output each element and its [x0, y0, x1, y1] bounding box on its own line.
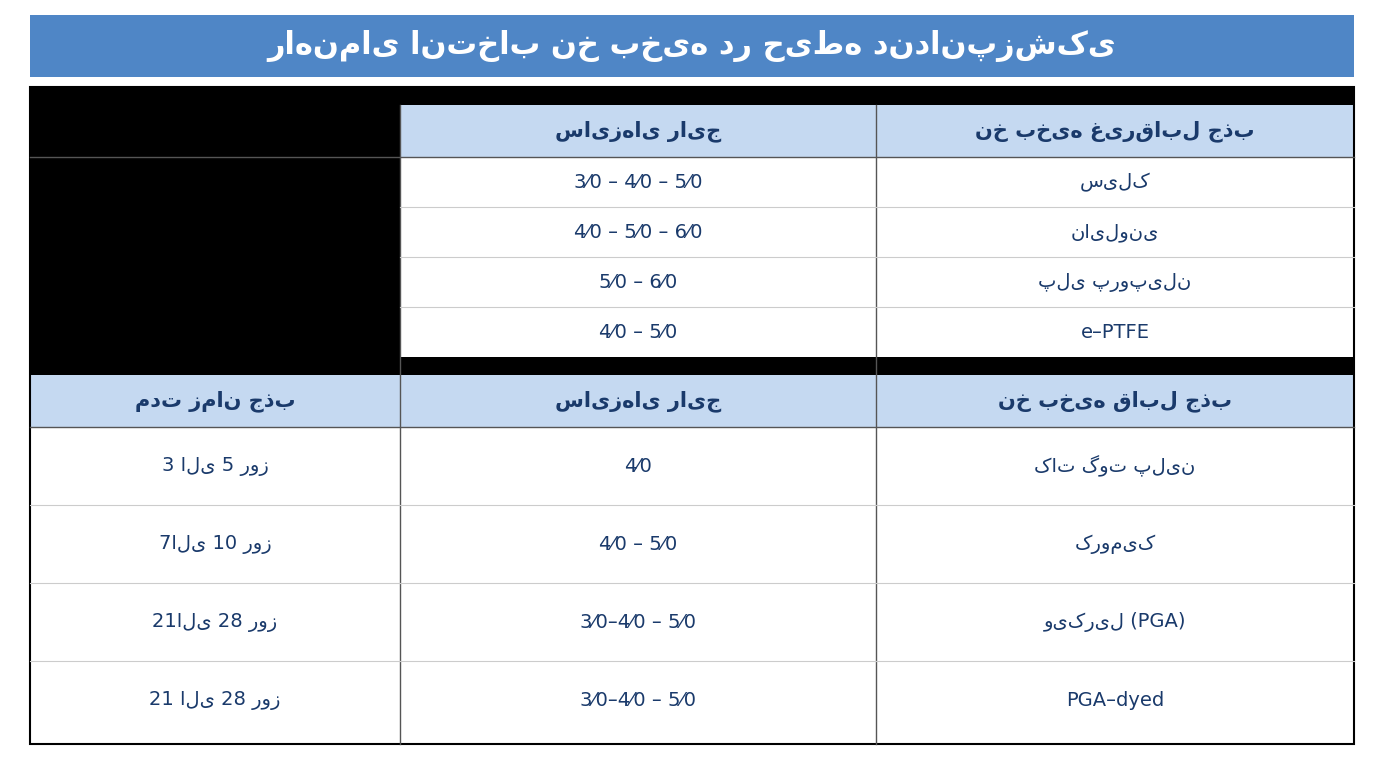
Text: پلی پروپیلن: پلی پروپیلن [1038, 272, 1192, 291]
Text: 21 الی 28 روز: 21 الی 28 روز [149, 691, 281, 710]
Text: 4⁄0 – 5⁄0: 4⁄0 – 5⁄0 [599, 534, 677, 553]
Text: کات گوت پلین: کات گوت پلین [1034, 455, 1196, 477]
Bar [30, 87, 1354, 105]
Text: نخ بخیه غیرقابل جذب: نخ بخیه غیرقابل جذب [976, 120, 1255, 142]
Bar [30, 427, 1354, 739]
Text: PGA–dyed: PGA–dyed [1066, 691, 1164, 710]
Bar [30, 157, 400, 357]
Bar [876, 375, 1354, 427]
Text: 4⁄0 – 5⁄0 – 6⁄0: 4⁄0 – 5⁄0 – 6⁄0 [574, 222, 702, 241]
Bar [400, 157, 1354, 357]
Bar [400, 105, 876, 157]
Text: نخ بخیه قابل جذب: نخ بخیه قابل جذب [998, 390, 1232, 412]
Text: 3⁄0–4⁄0 – 5⁄0: 3⁄0–4⁄0 – 5⁄0 [580, 691, 696, 710]
Bar [400, 375, 876, 427]
Text: 3⁄0–4⁄0 – 5⁄0: 3⁄0–4⁄0 – 5⁄0 [580, 613, 696, 631]
Text: سایزهای رایج: سایزهای رایج [555, 390, 721, 412]
Text: 21الی 28 روز: 21الی 28 روز [152, 613, 278, 631]
Bar [30, 15, 1354, 77]
Bar [30, 357, 1354, 375]
Text: 4⁄0 – 5⁄0: 4⁄0 – 5⁄0 [599, 323, 677, 342]
Text: نایلونی: نایلونی [1071, 222, 1160, 241]
Text: مدت زمان جذب: مدت زمان جذب [134, 390, 295, 412]
Text: راهنمای انتخاب نخ بخیه در حیطه دندانپزشکی: راهنمای انتخاب نخ بخیه در حیطه دندانپزشک… [267, 30, 1117, 62]
Bar [30, 87, 1354, 744]
Bar [876, 105, 1354, 157]
Text: سایزهای رایج: سایزهای رایج [555, 120, 721, 142]
Bar [30, 375, 400, 427]
Text: e–PTFE: e–PTFE [1081, 323, 1150, 342]
Bar [30, 105, 400, 157]
Text: سیلک: سیلک [1080, 172, 1150, 191]
Text: 3⁄0 – 4⁄0 – 5⁄0: 3⁄0 – 4⁄0 – 5⁄0 [574, 172, 702, 191]
Text: ویکریل (PGA): ویکریل (PGA) [1044, 612, 1186, 632]
Text: 7الی 10 روز: 7الی 10 روز [159, 534, 271, 553]
Text: 4⁄0: 4⁄0 [624, 456, 652, 475]
Text: 5⁄0 – 6⁄0: 5⁄0 – 6⁄0 [599, 272, 677, 291]
Text: 3 الی 5 روز: 3 الی 5 روز [162, 456, 268, 475]
Text: کرومیک: کرومیک [1074, 534, 1156, 554]
